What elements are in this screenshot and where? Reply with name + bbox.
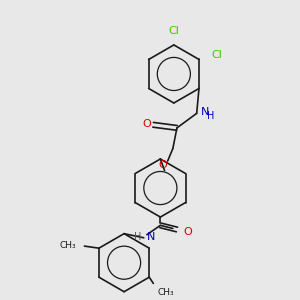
Text: O: O [183, 226, 192, 237]
Text: Cl: Cl [212, 50, 222, 60]
Text: O: O [158, 160, 167, 170]
Text: N: N [147, 232, 155, 242]
Text: H: H [207, 112, 214, 122]
Text: CH₃: CH₃ [158, 288, 174, 297]
Text: N: N [201, 107, 209, 117]
Text: O: O [142, 119, 151, 129]
Text: CH₃: CH₃ [59, 241, 76, 250]
Text: H: H [134, 232, 142, 242]
Text: Cl: Cl [168, 26, 179, 36]
